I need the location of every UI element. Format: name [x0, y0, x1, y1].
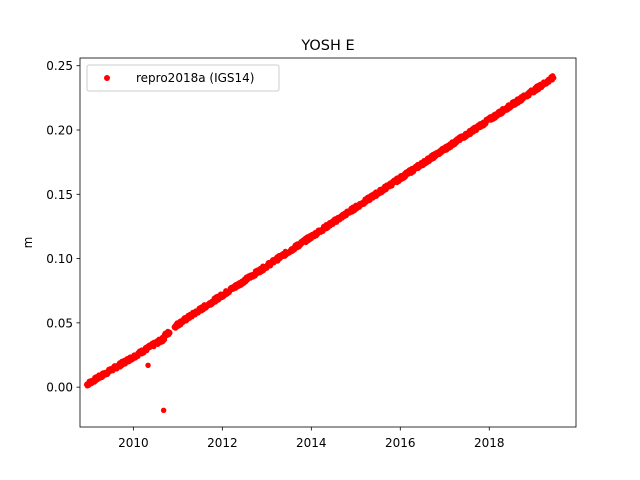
data-point-outlier: [145, 362, 151, 368]
legend: repro2018a (IGS14): [86, 64, 280, 92]
x-axis-ticks: 2010 2012 2014 2016 2018: [118, 427, 505, 450]
x-tick-label: 2018: [474, 436, 505, 450]
chart-title: YOSH E: [300, 38, 354, 54]
y-tick-label: 0.20: [46, 124, 73, 138]
legend-label: repro2018a (IGS14): [136, 71, 254, 85]
y-tick-label: 0.25: [46, 59, 73, 73]
data-points: [83, 73, 557, 413]
legend-marker: [104, 75, 110, 81]
plot-frame: [79, 57, 577, 428]
y-tick-label: 0.05: [46, 316, 73, 330]
y-tick-label: 0.00: [46, 381, 73, 395]
x-tick-label: 2010: [118, 436, 149, 450]
y-tick-label: 0.15: [46, 188, 73, 202]
legend-box: [86, 64, 280, 92]
x-tick-label: 2016: [385, 436, 416, 450]
x-tick-label: 2014: [296, 436, 327, 450]
data-point: [167, 330, 173, 336]
data-point-outlier: [160, 407, 167, 413]
data-point: [551, 75, 557, 81]
y-axis-label: m: [21, 237, 35, 249]
y-axis-ticks: 0.00 0.05 0.10 0.15 0.20 0.25: [46, 59, 80, 395]
x-tick-label: 2012: [207, 436, 238, 450]
y-tick-label: 0.10: [46, 252, 73, 266]
